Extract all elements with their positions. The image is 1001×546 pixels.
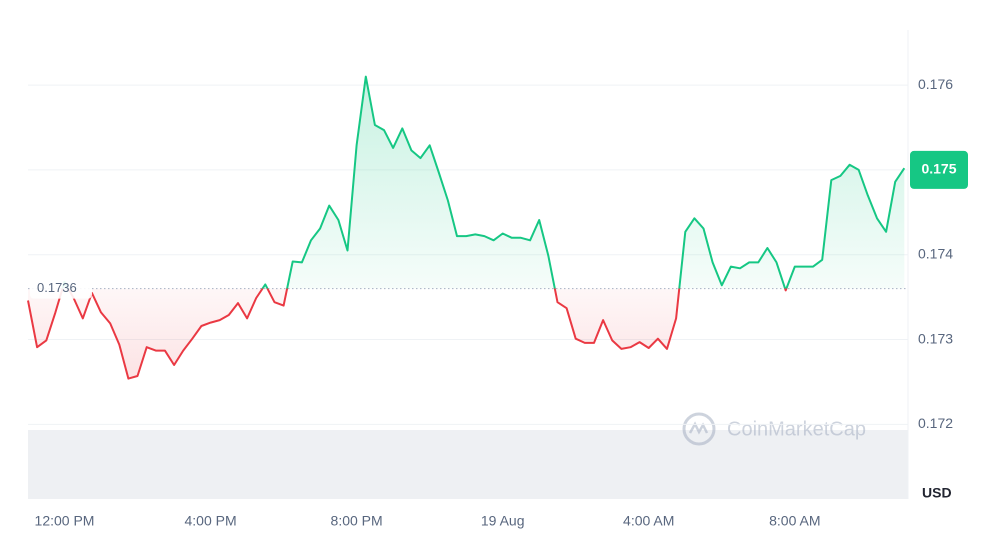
watermark: CoinMarketCap: [682, 412, 866, 446]
current-price-box: [910, 150, 968, 189]
y-tick-label: 0.173: [918, 330, 953, 346]
price-area: [28, 76, 905, 379]
x-tick-label: 8:00 AM: [769, 513, 820, 529]
x-tick-label: 12:00 PM: [35, 513, 95, 529]
y-tick-label: 0.174: [918, 245, 953, 261]
y-tick-label: 0.172: [918, 415, 953, 431]
volume-band: [28, 430, 908, 499]
y-tick-label: 0.176: [918, 76, 953, 92]
price-line: [27, 75, 906, 380]
x-tick-label: 19 Aug: [481, 513, 525, 529]
x-tick-label: 4:00 PM: [185, 513, 237, 529]
baseline-label-box: [30, 276, 92, 299]
watermark-text: CoinMarketCap: [727, 418, 866, 440]
x-tick-label: 4:00 AM: [623, 513, 674, 529]
current-price-label: 0.175: [921, 161, 956, 177]
y-axis-label: USD: [922, 485, 952, 501]
baseline-label: 0.1736: [37, 280, 77, 295]
x-tick-label: 8:00 PM: [331, 513, 383, 529]
